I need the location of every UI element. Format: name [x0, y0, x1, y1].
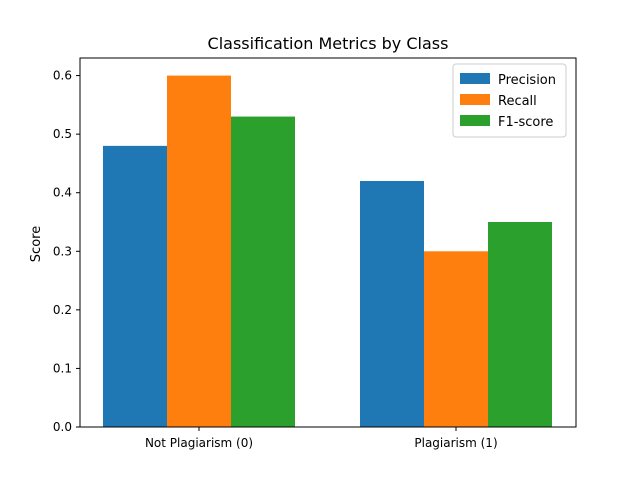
bar-recall-1 — [424, 251, 488, 427]
y-axis-label: Score — [29, 226, 44, 262]
y-tick-label-5: 0.5 — [53, 127, 72, 141]
bar-recall-0 — [167, 75, 231, 428]
x-tick-label-1: Plagiarism (1) — [414, 436, 497, 450]
legend-label-1: Recall — [498, 94, 537, 109]
legend: Precision Recall F1-score — [452, 63, 567, 138]
legend-swatch-1 — [460, 94, 490, 105]
legend-swatch-2 — [460, 115, 490, 126]
y-tick-label-2: 0.2 — [53, 303, 72, 317]
y-tick-label-6: 0.6 — [53, 69, 72, 83]
y-tick-label-3: 0.3 — [53, 244, 72, 258]
axes-frame — [79, 57, 577, 428]
x-tick-label-0: Not Plagiarism (0) — [145, 436, 253, 450]
bar-f1-score-0 — [231, 116, 295, 428]
legend-label-0: Precision — [498, 73, 556, 88]
legend-label-2: F1-score — [498, 115, 553, 130]
y-tick-label-0: 0.0 — [53, 420, 72, 434]
bar-precision-0 — [103, 145, 167, 427]
chart-title: Classification Metrics by Class — [208, 34, 449, 53]
legend-swatch-0 — [460, 73, 490, 84]
y-tick-label-4: 0.4 — [53, 186, 72, 200]
bar-precision-1 — [360, 181, 424, 427]
plot-area: 0.0 0.1 0.2 0.3 0.4 0.5 0.6 Not Plagiarism (0) P… — [53, 57, 577, 450]
y-tick-label-1: 0.1 — [53, 361, 72, 375]
bar-f1-score-1 — [488, 222, 552, 427]
